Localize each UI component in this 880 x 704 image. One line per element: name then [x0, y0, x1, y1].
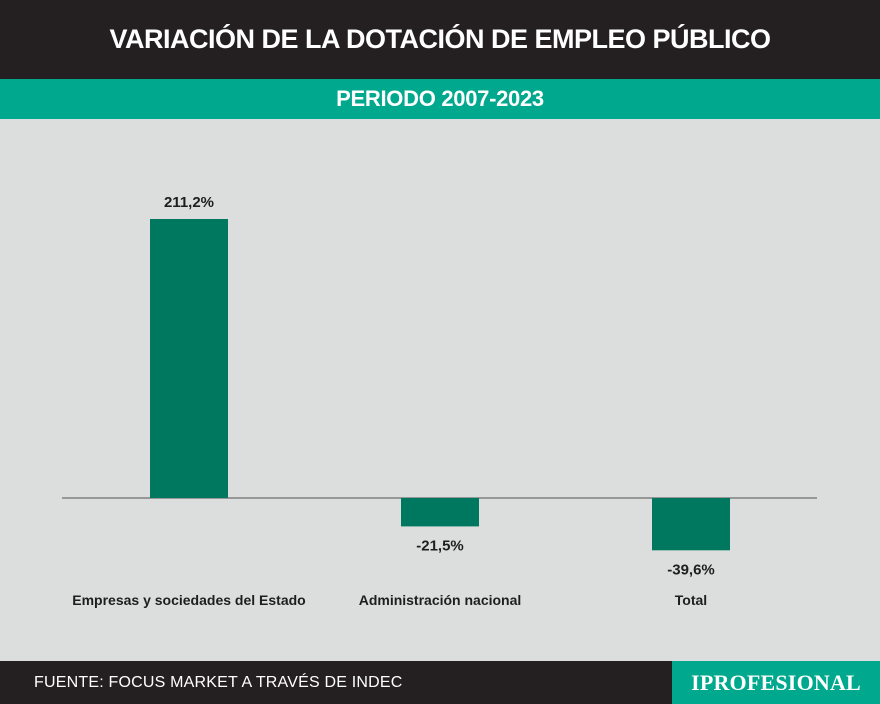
brand-logo: IPROFESIONAL	[672, 661, 880, 704]
category-label-1: Administración nacional	[359, 592, 522, 608]
chart-subtitle: PERIODO 2007-2023	[0, 79, 880, 119]
value-label-2: -39,6%	[667, 561, 715, 578]
footer: FUENTE: FOCUS MARKET A TRAVÉS DE INDEC I…	[0, 661, 880, 704]
value-label-1: -21,5%	[416, 537, 464, 554]
bar-1	[401, 498, 479, 527]
source-note: FUENTE: FOCUS MARKET A TRAVÉS DE INDEC	[34, 673, 403, 691]
bar-2	[652, 498, 730, 551]
category-label-0: Empresas y sociedades del Estado	[72, 592, 305, 608]
bar-chart: 211,2% Empresas y sociedades del Estado -2…	[62, 194, 817, 608]
chart-area: 211,2% Empresas y sociedades del Estado -2…	[0, 119, 880, 661]
chart-title: VARIACIÓN DE LA DOTACIÓN DE EMPLEO PÚBLI…	[0, 0, 880, 79]
bar-0	[150, 219, 228, 498]
category-label-2: Total	[675, 592, 707, 608]
value-label-0: 211,2%	[164, 194, 214, 211]
